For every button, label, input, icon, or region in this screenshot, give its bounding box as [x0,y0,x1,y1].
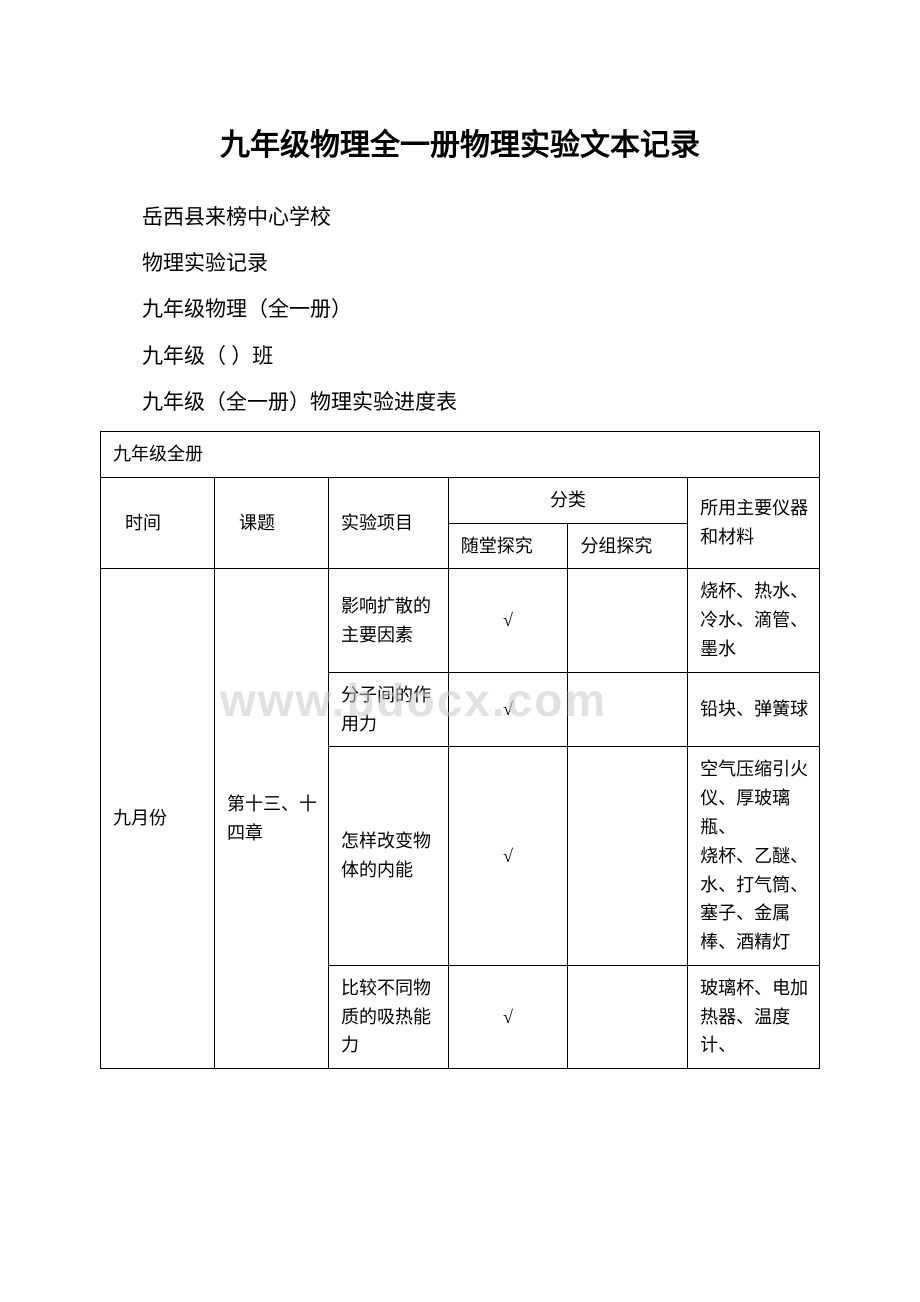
cell-c1: √ [448,965,568,1068]
header-experiment: 实验项目 [329,477,449,569]
table-caption-text: 九年级全册 [113,444,203,464]
header-time-text: 时间 [125,513,161,533]
text-line-class: 九年级（ ）班 [100,333,820,379]
cell-exp: 影响扩散的主要因素 [329,569,449,672]
table-caption-cell: 九年级全册 [101,431,820,477]
text-line-grade-book: 九年级物理（全一册） [100,286,820,332]
cell-exp: 分子间的作用力 [329,672,449,747]
table-header-row-1: 时间 课题 实验项目 分类 所用主要仪器和材料 [101,477,820,523]
cell-c2 [568,672,688,747]
cell-exp-text: 分子间的作用力 [341,685,431,734]
text-line-schedule-title: 九年级（全一册）物理实验进度表 [100,379,820,425]
header-cat-sub1: 随堂探究 [448,523,568,569]
header-cat-sub2-text: 分组探究 [580,536,652,556]
cell-mat-text: 空气压缩引火仪、厚玻璃瓶、 烧杯、乙醚、水、打气筒、塞子、金属棒、酒精灯 [700,759,808,952]
header-cat-sub2: 分组探究 [568,523,688,569]
text-line-record: 物理实验记录 [100,240,820,286]
header-materials-text: 所用主要仪器和材料 [700,498,808,547]
header-cat-sub1-text: 随堂探究 [461,536,533,556]
cell-time: 九月份 [101,569,215,1069]
cell-c2 [568,965,688,1068]
cell-mat: 烧杯、热水、冷水、滴管、墨水 [688,569,820,672]
cell-c1: √ [448,672,568,747]
document-page: www.bdocx.com 九年级物理全一册物理实验文本记录 岳西县来榜中心学校… [0,0,920,1129]
cell-c1: √ [448,747,568,966]
cell-topic: 第十三、十四章 [214,569,328,1069]
header-topic-text: 课题 [239,513,275,533]
cell-time-text: 九月份 [113,808,167,828]
cell-exp-text: 影响扩散的主要因素 [341,596,431,645]
cell-c2 [568,569,688,672]
experiment-schedule-table: 九年级全册 时间 课题 实验项目 分类 所用主要仪器和材料 随堂探究 [100,431,820,1069]
cell-topic-text: 第十三、十四章 [227,794,317,843]
cell-exp-text: 怎样改变物体的内能 [341,831,431,880]
cell-exp: 怎样改变物体的内能 [329,747,449,966]
header-time: 时间 [101,477,215,569]
cell-mat: 玻璃杯、电加热器、温度计、 [688,965,820,1068]
cell-c1: √ [448,569,568,672]
cell-exp-text: 比较不同物质的吸热能力 [341,978,431,1056]
cell-exp: 比较不同物质的吸热能力 [329,965,449,1068]
cell-c1-text: √ [503,1007,513,1027]
table-row: 九月份 第十三、十四章 影响扩散的主要因素 √ 烧杯、热水、冷水、滴管、墨水 [101,569,820,672]
cell-mat-text: 烧杯、热水、冷水、滴管、墨水 [700,581,808,659]
cell-c1-text: √ [503,610,513,630]
cell-c1-text: √ [503,699,513,719]
table-caption-row: 九年级全册 [101,431,820,477]
page-title: 九年级物理全一册物理实验文本记录 [100,120,820,164]
header-category: 分类 [448,477,687,523]
header-topic: 课题 [214,477,328,569]
header-category-text: 分类 [550,490,586,510]
cell-c2 [568,747,688,966]
cell-mat-text: 玻璃杯、电加热器、温度计、 [700,978,808,1056]
cell-mat: 铅块、弹簧球 [688,672,820,747]
cell-mat: 空气压缩引火仪、厚玻璃瓶、 烧杯、乙醚、水、打气筒、塞子、金属棒、酒精灯 [688,747,820,966]
cell-mat-text: 铅块、弹簧球 [700,699,808,719]
cell-c1-text: √ [503,846,513,866]
header-materials: 所用主要仪器和材料 [688,477,820,569]
text-line-school: 岳西县来榜中心学校 [100,194,820,240]
header-experiment-text: 实验项目 [341,513,413,533]
